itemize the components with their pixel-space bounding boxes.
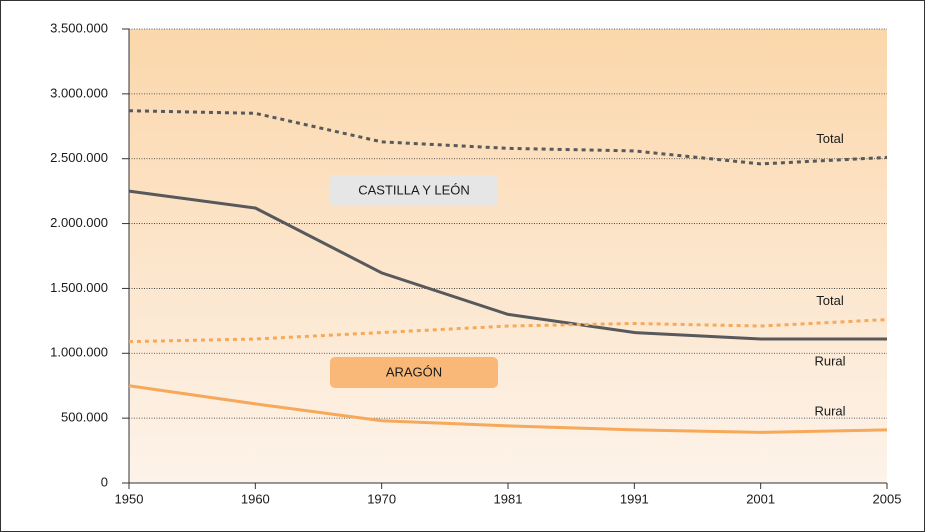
series-label: Rural — [814, 353, 845, 368]
annotation: ARAGÓN — [386, 364, 442, 379]
series-line — [128, 318, 888, 344]
y-tick-label: 1.000.000 — [50, 345, 108, 360]
annotation-box — [330, 175, 498, 206]
y-tick-label: 0 — [101, 474, 108, 489]
y-tick-label: 3.500.000 — [50, 20, 108, 35]
series-label: Total — [816, 293, 844, 308]
x-tick-label: 2001 — [746, 491, 775, 506]
series-line — [128, 189, 887, 341]
plot-area — [129, 29, 887, 483]
y-tick-label: 500.000 — [61, 410, 108, 425]
y-tick-label: 1.500.000 — [50, 280, 108, 295]
y-tick-label: 3.000.000 — [50, 85, 108, 100]
x-tick-label: 1991 — [620, 491, 649, 506]
y-tick-label: 2.000.000 — [50, 215, 108, 230]
series-label: Total — [816, 131, 844, 146]
x-tick-label: 1950 — [115, 491, 144, 506]
y-tick-label: 2.500.000 — [50, 150, 108, 165]
x-tick-label: 1960 — [241, 491, 270, 506]
annotation: CASTILLA Y LEÓN — [358, 182, 470, 197]
series-line — [128, 109, 888, 166]
x-tick-label: 1981 — [494, 491, 523, 506]
series-line — [128, 384, 888, 434]
series-label: Rural — [814, 403, 845, 418]
annotation-box — [330, 357, 498, 388]
x-tick-label: 2005 — [873, 491, 902, 506]
x-tick-label: 1970 — [367, 491, 396, 506]
